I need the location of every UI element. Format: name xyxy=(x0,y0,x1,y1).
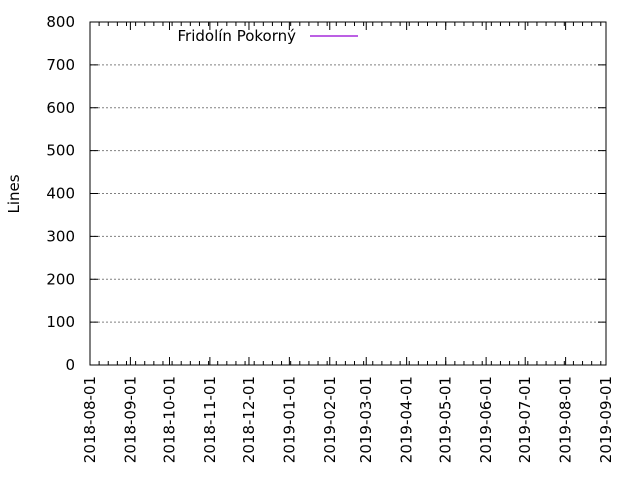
y-tick-label: 0 xyxy=(65,356,75,374)
y-axis-label: Lines xyxy=(5,174,23,213)
x-axis: 2018-08-01 2018-09-01 2018-10-01 2018-11-01… xyxy=(81,22,615,463)
y-tick-label: 100 xyxy=(46,313,75,331)
y-axis: 0 100 200 300 400 500 600 700 800 xyxy=(46,13,606,374)
x-tick-label: 2019-02-01 xyxy=(321,376,339,463)
x-tick-label: 2018-11-01 xyxy=(201,376,219,463)
y-tick-label: 400 xyxy=(46,185,75,203)
x-tick-label: 2019-01-01 xyxy=(280,376,298,463)
x-tick-label: 2019-03-01 xyxy=(357,376,375,463)
y-tick-label: 300 xyxy=(46,227,75,245)
legend-entry-label: Fridolín Pokorný xyxy=(178,27,297,45)
gridlines xyxy=(90,64,606,323)
y-tick-label: 500 xyxy=(46,142,75,160)
x-tick-label: 2019-06-01 xyxy=(477,376,495,463)
y-tick-label: 800 xyxy=(46,13,75,31)
x-tick-label: 2018-08-01 xyxy=(81,376,99,463)
y-tick-label: 600 xyxy=(46,99,75,117)
legend: Fridolín Pokorný xyxy=(178,27,358,45)
x-tick-label: 2018-12-01 xyxy=(240,376,258,463)
y-tick-label: 700 xyxy=(46,56,75,74)
x-tick-label: 2019-04-01 xyxy=(398,376,416,463)
x-tick-label: 2019-08-01 xyxy=(557,376,575,463)
x-tick-label: 2019-05-01 xyxy=(437,376,455,463)
x-tick-label: 2018-10-01 xyxy=(160,376,178,463)
x-tick-label: 2018-09-01 xyxy=(121,376,139,463)
x-tick-label: 2019-09-01 xyxy=(597,376,615,463)
x-tick-label: 2019-07-01 xyxy=(516,376,534,463)
y-tick-label: 200 xyxy=(46,270,75,288)
